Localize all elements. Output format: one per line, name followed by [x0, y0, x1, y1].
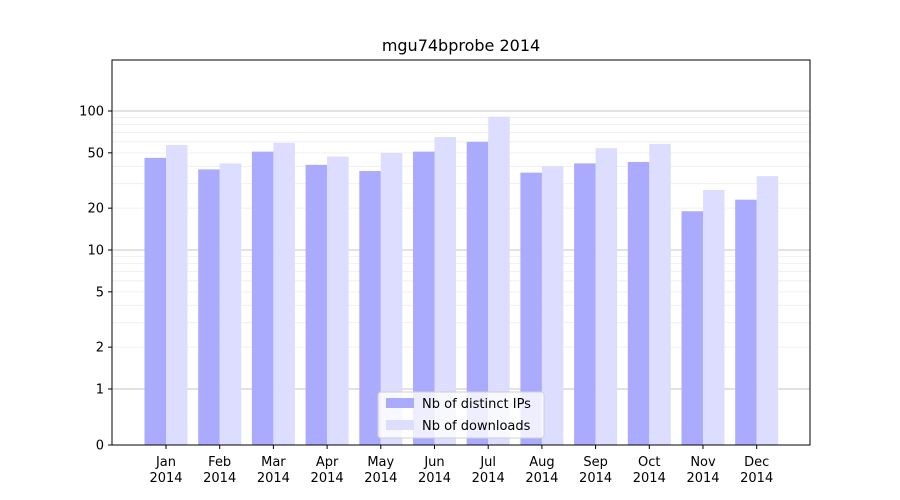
x-tick-label-year: 2014 [418, 471, 451, 486]
bar-ips-mar [251, 151, 274, 445]
bar-ips-feb [198, 169, 220, 445]
bar-ips-sep [574, 163, 596, 445]
legend-swatch [386, 398, 414, 408]
x-tick-label-year: 2014 [311, 471, 344, 486]
chart-title: mgu74bprobe 2014 [382, 36, 540, 55]
legend-box [377, 391, 545, 439]
x-tick-label-month: Oct [638, 455, 660, 470]
x-tick-label-year: 2014 [579, 471, 612, 486]
legend-swatch [386, 420, 414, 430]
x-tick-label-month: Nov [690, 455, 716, 470]
bar-downloads-jul [488, 116, 510, 446]
bar-ips-may [359, 171, 381, 445]
bars [144, 116, 779, 446]
legend-label: Nb of downloads [422, 419, 531, 434]
bar-ips-dec [735, 199, 757, 445]
bar-downloads-apr [327, 156, 349, 445]
x-tick-label-month: Apr [316, 455, 339, 470]
x-tick-label-month: Feb [208, 455, 231, 470]
bar-downloads-may [380, 152, 403, 445]
x-tick-label-year: 2014 [257, 471, 290, 486]
bar-ips-apr [305, 164, 328, 445]
x-tick-label-year: 2014 [472, 471, 505, 486]
bar-downloads-oct [649, 143, 671, 445]
x-tick-label-year: 2014 [525, 471, 558, 486]
y-tick-label: 2 [96, 341, 104, 356]
y-tick-label: 0 [96, 439, 104, 454]
legend-label: Nb of distinct IPs [422, 397, 531, 412]
bar-downloads-aug [541, 166, 564, 445]
x-tick-label-month: Dec [744, 455, 769, 470]
y-tick-label: 10 [87, 244, 104, 259]
x-tick-label-year: 2014 [686, 471, 719, 486]
bar-downloads-jan [166, 144, 188, 445]
bar-ips-oct [627, 161, 650, 446]
bar-downloads-mar [273, 142, 295, 446]
x-tick-label-year: 2014 [364, 471, 397, 486]
bar-ips-jun [413, 151, 435, 445]
y-tick-label: 50 [87, 146, 104, 161]
x-tick-label-month: Mar [261, 455, 286, 470]
bar-ips-aug [520, 172, 542, 445]
x-tick-label-month: Jan [155, 455, 176, 470]
y-tick-label: 100 [79, 105, 104, 120]
y-tick-label: 20 [87, 202, 104, 217]
bar-downloads-nov [703, 190, 725, 445]
y-tick-label: 5 [96, 285, 104, 300]
x-tick-label-month: Aug [529, 455, 554, 470]
plot-frame [111, 59, 811, 446]
bar-ips-nov [681, 211, 703, 445]
bar-downloads-dec [756, 176, 779, 445]
x-tick-label-month: Jun [423, 455, 444, 470]
y-tick-label: 1 [96, 383, 104, 398]
x-tick-label-year: 2014 [740, 471, 773, 486]
x-tick-label-year: 2014 [633, 471, 666, 486]
x-tick-label-year: 2014 [203, 471, 236, 486]
axes: 0125102050100Jan2014Feb2014Mar2014Apr201… [79, 59, 811, 486]
bar-ips-jan [144, 157, 166, 446]
bar-ips-jul [466, 141, 489, 445]
bar-downloads-sep [595, 148, 618, 445]
bar-downloads-jun [434, 137, 456, 445]
legend: Nb of distinct IPs Nb of downloads [377, 391, 545, 439]
x-tick-label-month: May [367, 455, 394, 470]
x-tick-label-month: Sep [583, 455, 608, 470]
x-tick-label-year: 2014 [149, 471, 182, 486]
x-tick-label-month: Jul [479, 455, 496, 470]
bar-downloads-feb [219, 163, 242, 445]
